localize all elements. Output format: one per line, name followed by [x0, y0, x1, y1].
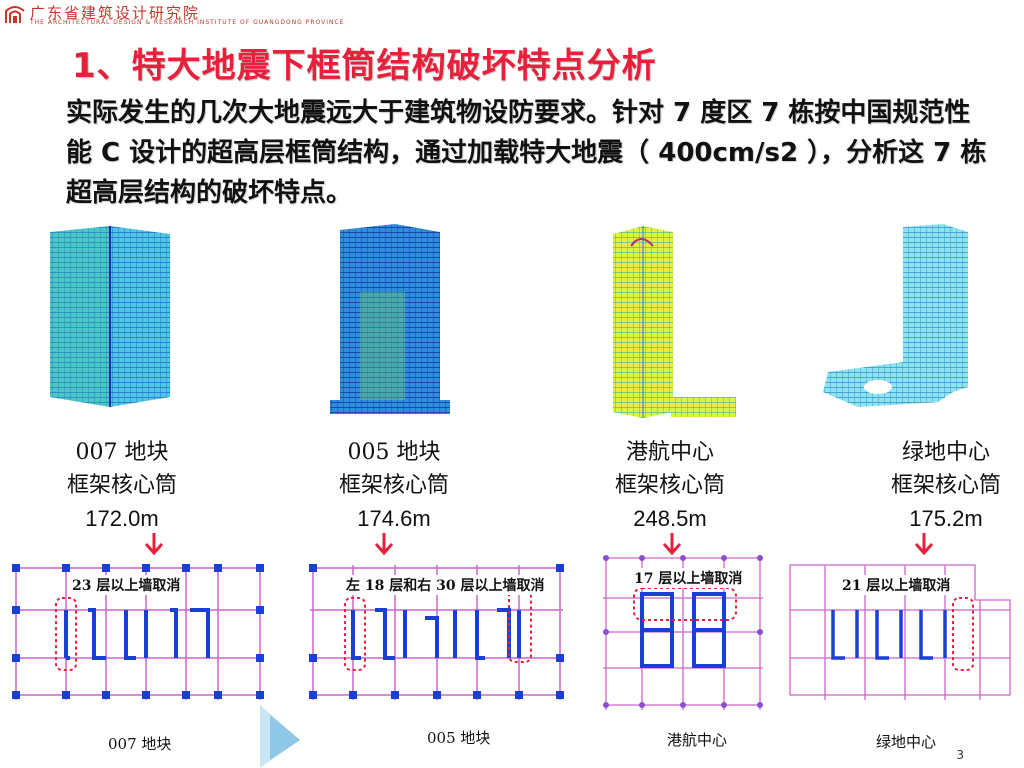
building-name: 005 地块: [347, 440, 441, 465]
institute-logo-icon: [5, 6, 25, 23]
wall-removal-note: 左 18 层和右 30 层以上墙取消: [346, 575, 545, 595]
down-arrow-icon: [374, 533, 394, 555]
building-structure-type: 框架核心筒: [66, 473, 177, 498]
building-height: 175.2m: [909, 506, 983, 531]
building-structure-type: 框架核心筒: [890, 473, 1001, 498]
floor-plan-label: 005 地块: [427, 729, 491, 747]
building-caption-ganghang: 港航中心 框架核心筒 248.5m: [590, 436, 750, 535]
page-number: 3: [956, 748, 964, 762]
intro-paragraph: 实际发生的几次大地震远大于建筑物设防要求。针对 7 度区 7 栋按中国规范性能 …: [66, 98, 987, 208]
building-ganghang-model-image: [613, 226, 736, 418]
floor-plan-label: 007 地块: [108, 735, 172, 753]
building-structure-type: 框架核心筒: [338, 473, 449, 498]
down-arrow-icon: [914, 533, 934, 555]
decorative-swoosh: [260, 705, 300, 768]
down-arrow-icon: [662, 533, 682, 555]
building-height: 174.6m: [357, 506, 431, 531]
building-lvdi-model-image: [823, 224, 968, 407]
down-arrow-icon: [144, 533, 164, 555]
wall-removal-note: 23 层以上墙取消: [72, 575, 181, 595]
building-007-model-image: [50, 226, 170, 407]
building-structure-type: 框架核心筒: [614, 473, 725, 498]
building-caption-005: 005 地块 框架核心筒 174.6m: [314, 436, 474, 535]
floor-plan-005: [309, 564, 564, 700]
floor-plan-label: 绿地中心: [876, 733, 937, 751]
building-caption-007: 007 地块 框架核心筒 172.0m: [42, 436, 202, 535]
floor-plan-007: [12, 564, 264, 700]
building-height: 172.0m: [85, 506, 159, 531]
floor-plan-label: 港航中心: [667, 731, 728, 749]
wall-removal-note: 17 层以上墙取消: [634, 568, 743, 588]
building-name: 绿地中心: [901, 440, 990, 465]
floor-plan-ganghang: [603, 555, 763, 710]
org-name: 广东省建筑设计研究院: [30, 4, 201, 22]
org-name-en: THE ARCHITECTURAL DESIGN & RESEARCH INST…: [30, 19, 345, 26]
slide-title: 1、特大地震下框筒结构破坏特点分析: [72, 46, 657, 86]
building-name: 港航中心: [625, 440, 714, 465]
building-caption-lvdi: 绿地中心 框架核心筒 175.2m: [866, 436, 1024, 535]
building-name: 007 地块: [75, 440, 169, 465]
building-height: 248.5m: [633, 506, 707, 531]
building-005-model-image: [330, 224, 450, 414]
wall-removal-note: 21 层以上墙取消: [842, 575, 951, 595]
